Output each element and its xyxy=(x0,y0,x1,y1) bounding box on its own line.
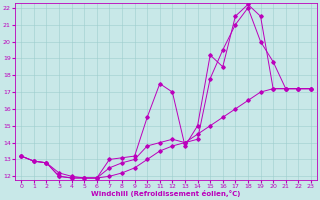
X-axis label: Windchill (Refroidissement éolien,°C): Windchill (Refroidissement éolien,°C) xyxy=(92,190,241,197)
